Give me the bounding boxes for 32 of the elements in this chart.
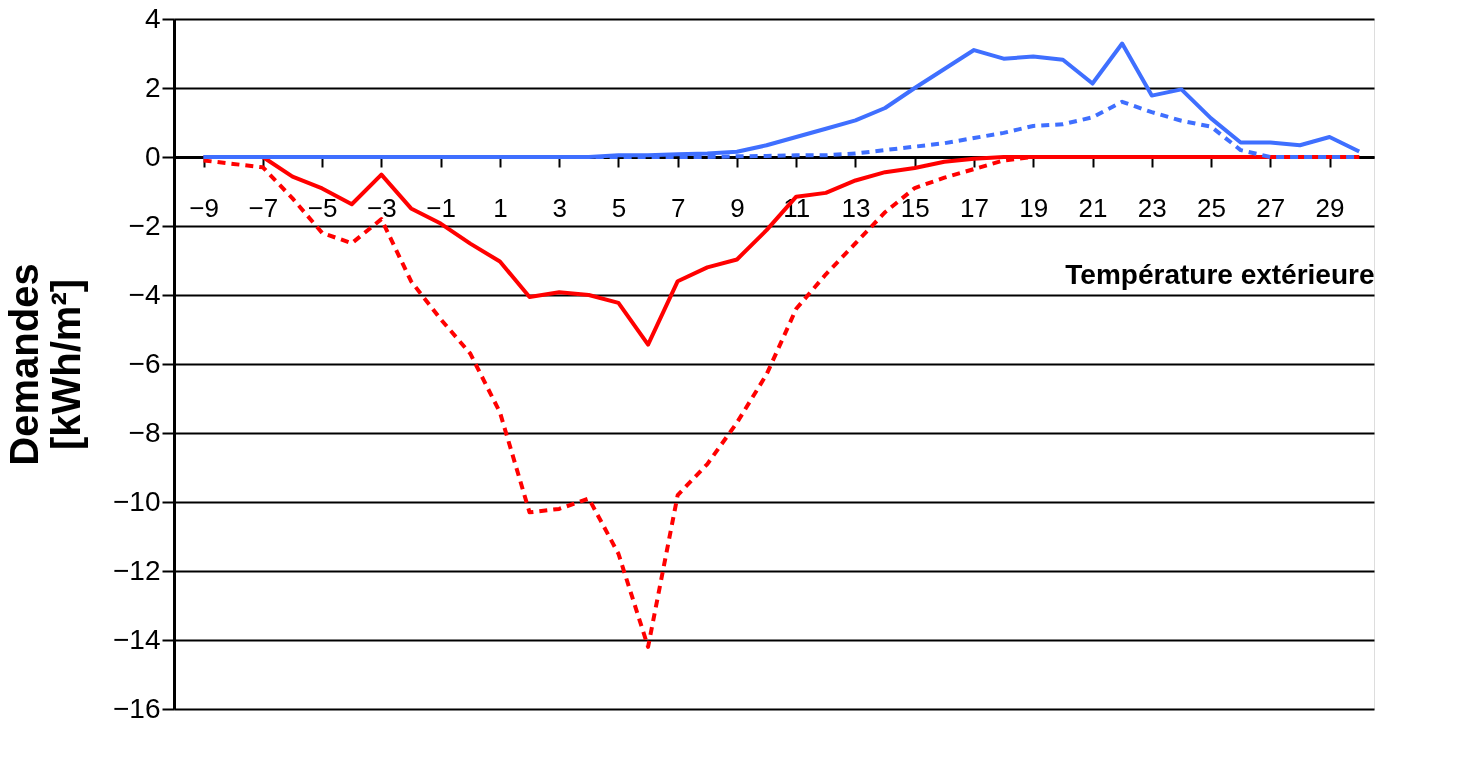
y-tick-label: 4 (144, 2, 161, 34)
x-tick-label: 21 (1078, 192, 1108, 223)
x-tick-label: 29 (1315, 192, 1345, 223)
x-tick-label: 13 (841, 192, 871, 223)
y-tick-label: −2 (128, 209, 161, 241)
x-tick-label: 19 (1019, 192, 1049, 223)
x-tick-label: −3 (367, 192, 397, 223)
y-tick-label: −14 (113, 623, 161, 655)
y-tick-label: 0 (144, 140, 161, 172)
y-tick-label: −10 (113, 485, 161, 517)
x-axis-title: Température extérieure (1065, 258, 1375, 290)
y-tick-label: 2 (144, 71, 161, 103)
y-tick-label: −12 (113, 554, 161, 586)
x-tick-label: 3 (552, 192, 567, 223)
x-tick-label: 27 (1256, 192, 1286, 223)
y-tick-label: −8 (128, 416, 161, 448)
x-tick-label: −5 (307, 192, 338, 223)
y-tick-label: −4 (128, 278, 161, 310)
y-tick-label: −16 (113, 692, 161, 724)
x-tick-label: 9 (730, 192, 745, 223)
x-tick-label: 15 (900, 192, 930, 223)
x-tick-label: 17 (960, 192, 989, 223)
x-tick-label: 1 (493, 192, 508, 223)
x-tick-label: −1 (426, 192, 456, 223)
x-tick-label: 5 (611, 192, 627, 223)
x-tick-label: 25 (1197, 192, 1226, 223)
x-tick-label: −7 (248, 192, 279, 223)
x-tick-label: −9 (189, 192, 219, 223)
x-tick-label: 7 (670, 192, 686, 223)
y-tick-label: −6 (128, 347, 161, 379)
y-axis-title: Demandes [kWh/m²] (2, 263, 88, 466)
x-tick-label: 23 (1137, 192, 1167, 223)
